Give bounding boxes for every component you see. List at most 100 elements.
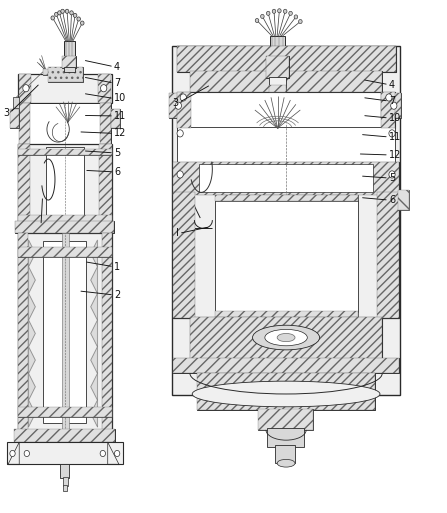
Bar [64,41,75,58]
Bar [269,85,286,92]
Bar [18,215,112,222]
Bar [215,195,358,201]
Bar [275,445,295,463]
Bar [258,409,313,430]
Polygon shape [91,347,97,373]
Bar [18,233,28,431]
Bar [43,69,49,75]
Bar [111,109,120,128]
Bar [177,127,395,164]
Circle shape [391,102,397,109]
Bar [199,164,373,192]
Circle shape [77,17,80,21]
Circle shape [389,171,395,178]
Bar [10,109,19,128]
Bar [18,149,112,155]
Bar [269,85,286,92]
Circle shape [70,11,73,15]
Bar [48,67,83,82]
Ellipse shape [277,460,295,467]
Circle shape [23,85,29,92]
Bar [398,190,409,210]
Polygon shape [8,442,19,464]
Bar [381,93,401,118]
Text: 10: 10 [389,113,401,123]
Bar [173,358,399,373]
Bar [381,93,401,118]
Text: 2: 2 [114,290,120,300]
Bar [62,56,76,68]
Bar [63,477,68,486]
Bar [197,373,375,410]
Polygon shape [91,267,97,293]
Bar [269,77,286,87]
Circle shape [101,85,107,92]
Bar [10,109,19,128]
Circle shape [255,18,259,23]
Bar [177,92,395,128]
Circle shape [283,9,287,13]
Bar [398,190,409,210]
Bar [18,144,112,222]
Circle shape [51,16,55,20]
Bar [18,74,112,103]
Polygon shape [29,267,35,293]
Circle shape [10,450,15,457]
Circle shape [65,9,69,13]
Bar [18,407,112,417]
Bar [381,92,395,128]
Bar [173,192,195,318]
Bar [19,103,30,144]
Bar [18,233,112,431]
Bar [18,215,112,222]
Circle shape [389,130,395,137]
Bar [173,162,399,195]
Bar [215,311,358,317]
Bar [43,241,86,423]
Bar [190,317,382,359]
Bar [215,195,358,201]
Ellipse shape [253,325,320,350]
Bar [13,97,19,108]
Bar [19,103,111,144]
Circle shape [278,9,281,13]
Text: 12: 12 [114,128,127,139]
Bar [15,221,114,233]
Circle shape [80,21,84,25]
Text: 4: 4 [389,80,395,90]
Bar [190,71,382,92]
Bar [18,407,112,417]
Bar [177,46,396,72]
Bar [99,144,112,222]
Bar [267,428,304,447]
Bar [46,147,84,218]
Bar [220,64,227,71]
Bar [173,162,399,195]
Circle shape [114,450,120,457]
Text: 4: 4 [114,62,120,72]
Circle shape [261,14,264,18]
Bar [169,93,189,118]
Circle shape [266,11,270,15]
Text: 5: 5 [114,148,120,158]
Circle shape [289,11,292,15]
Bar [215,200,358,312]
Bar [173,192,399,318]
Text: I: I [176,228,179,239]
Bar [62,56,76,68]
Polygon shape [29,320,35,347]
Bar [190,71,382,92]
Bar [43,69,49,75]
Bar [266,56,289,78]
Ellipse shape [265,329,308,346]
Circle shape [73,13,77,17]
Polygon shape [108,442,119,464]
Bar [377,192,399,318]
Text: 11: 11 [114,111,126,121]
Bar [270,36,285,53]
Bar [177,46,396,72]
Bar [111,109,120,128]
Bar [215,311,358,317]
Circle shape [24,450,30,457]
Circle shape [272,9,276,13]
